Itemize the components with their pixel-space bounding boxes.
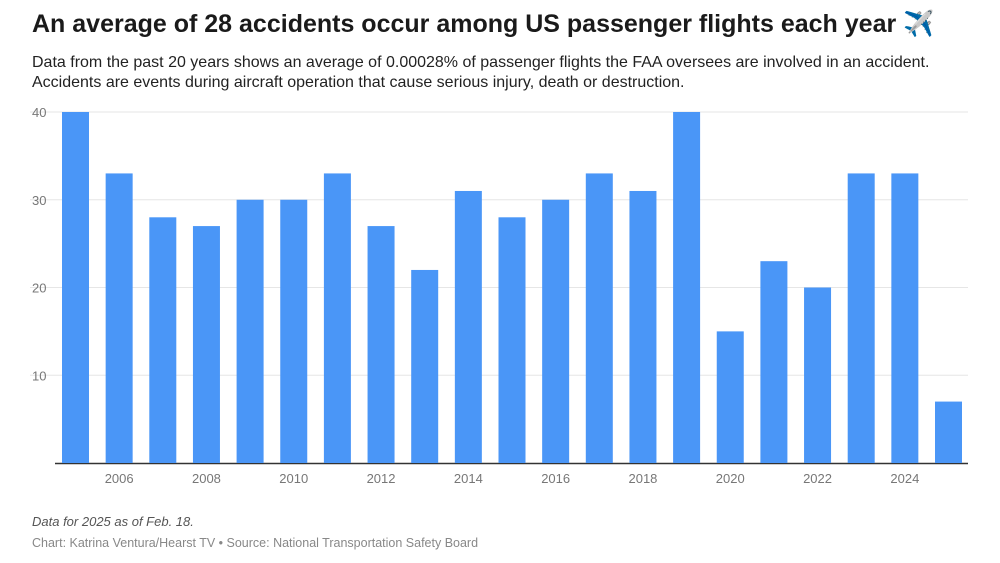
x-tick-label: 2022 — [803, 471, 832, 486]
chart-note: Data for 2025 as of Feb. 18. — [32, 514, 194, 529]
x-tick-label: 2020 — [716, 471, 745, 486]
bar-2014 — [454, 190, 482, 463]
bar-2009 — [236, 199, 264, 463]
x-tick-label: 2014 — [454, 471, 483, 486]
y-tick-label: 30 — [32, 193, 46, 208]
bar-2020 — [716, 331, 744, 463]
bar-2007 — [149, 217, 177, 463]
bar-2016 — [542, 199, 570, 463]
bar-2025 — [935, 401, 962, 463]
x-tick-label: 2006 — [105, 471, 134, 486]
y-tick-label: 10 — [32, 368, 46, 383]
y-tick-label: 20 — [32, 281, 46, 296]
bar-2024 — [891, 173, 919, 464]
x-tick-label: 2010 — [279, 471, 308, 486]
bar-2010 — [280, 199, 308, 463]
bar-2021 — [760, 261, 788, 463]
bar-2005 — [62, 112, 89, 463]
bar-2015 — [498, 217, 526, 463]
chart-title: An average of 28 accidents occur among U… — [32, 10, 935, 38]
bar-2022 — [804, 287, 832, 463]
bar-2019 — [673, 112, 701, 463]
chart-source: Chart: Katrina Ventura/Hearst TV • Sourc… — [32, 536, 479, 550]
bar-2023 — [847, 173, 875, 464]
bar-2017 — [585, 173, 613, 464]
x-tick-label: 2018 — [628, 471, 657, 486]
bar-2006 — [105, 173, 133, 464]
x-tick-label: 2016 — [541, 471, 570, 486]
x-tick-label: 2008 — [192, 471, 221, 486]
bar-2012 — [367, 226, 395, 463]
chart-subtitle: Data from the past 20 years shows an ave… — [32, 54, 930, 91]
bar-2008 — [192, 226, 220, 463]
x-tick-label: 2024 — [890, 471, 919, 486]
bar-2011 — [323, 173, 351, 464]
bar-2018 — [629, 190, 657, 463]
x-tick-label: 2012 — [367, 471, 396, 486]
y-tick-label: 40 — [32, 105, 46, 120]
bar-2013 — [411, 269, 439, 463]
